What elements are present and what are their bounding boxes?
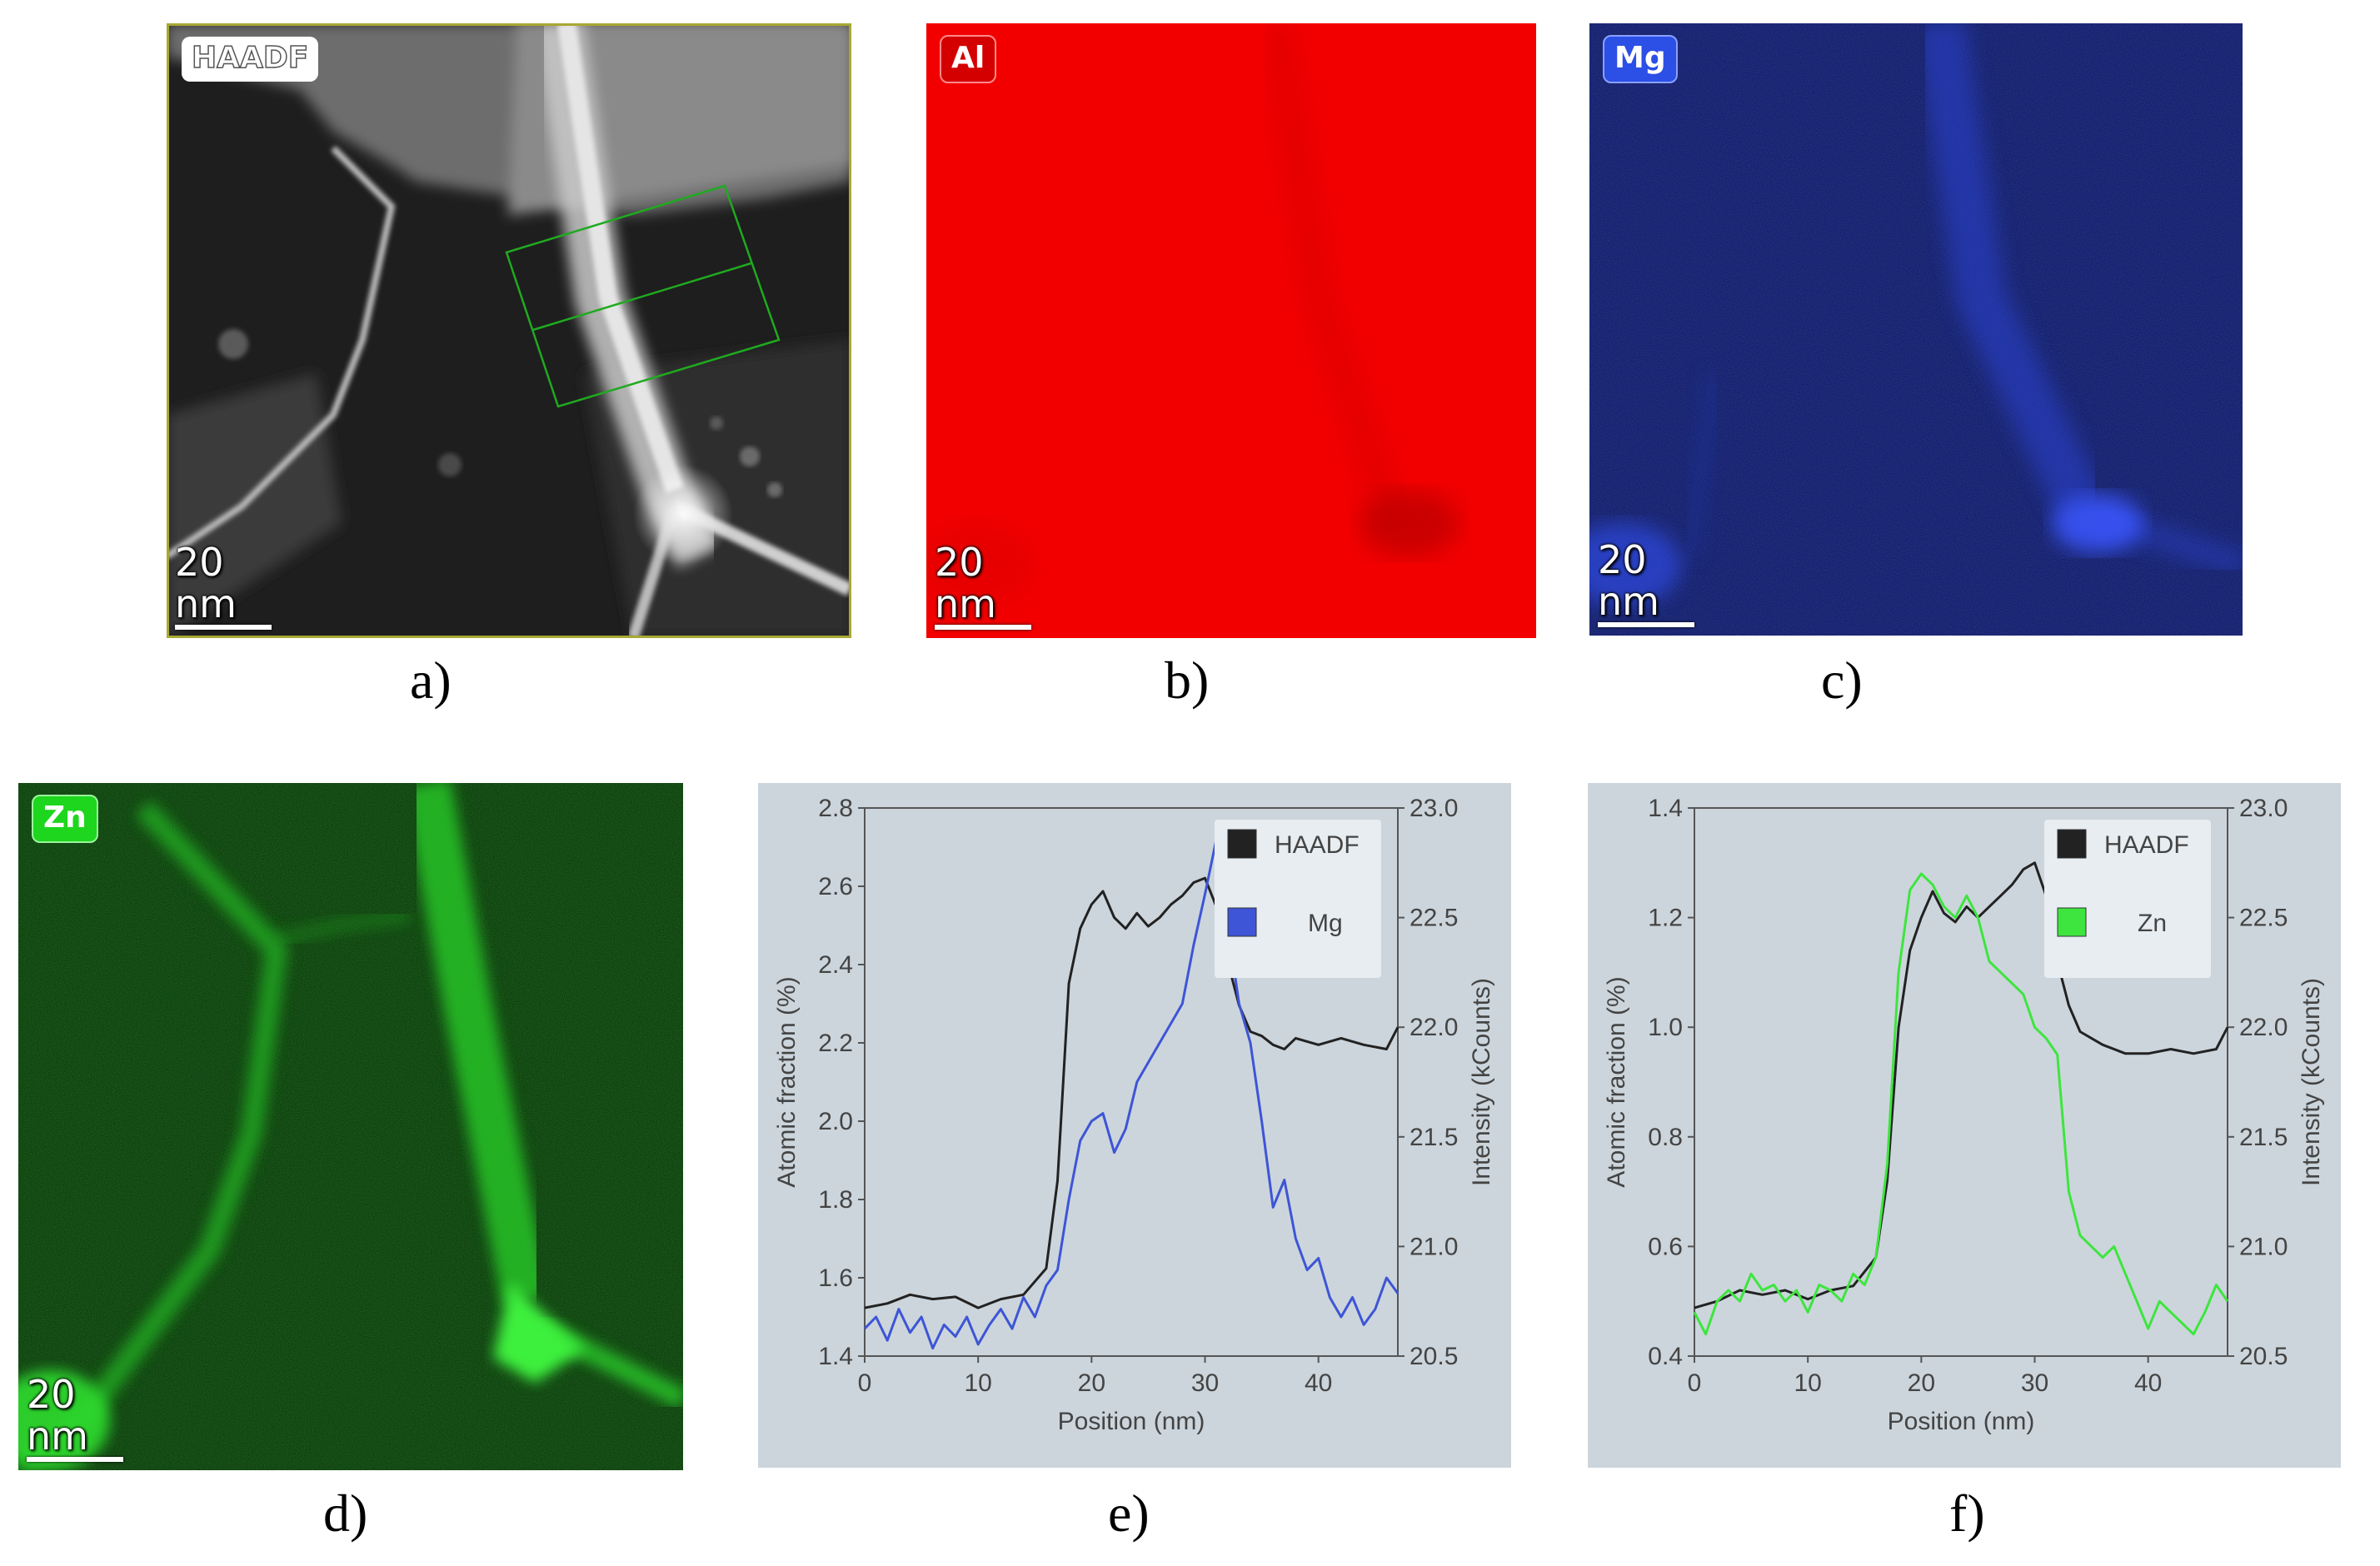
panel-b-channel-tag: Al (940, 35, 997, 83)
panel-e-line-profile: 0 10 20 30 40 1.4 1.6 1.8 2.0 2.2 2.4 2.6 2.8 20.5 21.… (758, 783, 1511, 1468)
x-tick-label: 10 (964, 1369, 991, 1397)
y-left-tick-label: 1.4 (818, 1343, 853, 1370)
y-left-tick-label: 0.8 (1648, 1124, 1683, 1151)
legend-swatch-zn (2057, 907, 2087, 937)
y-right-tick-label: 20.5 (2239, 1343, 2288, 1370)
panel-b-label: b) (1165, 651, 1210, 710)
plot-frame (1694, 807, 2228, 1357)
x-tick-label: 20 (1908, 1369, 1935, 1397)
plot-frame (864, 807, 1399, 1357)
legend-swatch-mg (1227, 907, 1257, 937)
panel-c-mg-map: Mg 20 nm (1589, 23, 2243, 636)
x-tick-label: 30 (2021, 1369, 2048, 1397)
y-right-tick-label: 21.0 (1410, 1233, 1458, 1260)
x-tick-label: 0 (1688, 1369, 1702, 1397)
scale-bar-label: 20 nm (27, 1372, 88, 1459)
panel-d-label: d) (323, 1484, 368, 1543)
legend-label-haadf: HAADF (2104, 831, 2189, 859)
y-right-tick-label: 21.5 (1410, 1124, 1458, 1151)
panel-a-label: a) (410, 651, 452, 710)
y-right-axis-label: Intensity (kCounts) (1468, 978, 1495, 1186)
legend-label-zn: Zn (2138, 910, 2167, 937)
y-left-tick-label: 1.6 (818, 1264, 853, 1292)
x-axis-label: Position (nm) (1888, 1408, 2035, 1435)
x-axis-label: Position (nm) (1058, 1408, 1205, 1435)
legend-swatch-haadf (1227, 829, 1257, 859)
y-left-axis-label: Atomic fraction (%) (773, 976, 801, 1187)
y-left-axis-label: Atomic fraction (%) (1603, 976, 1630, 1187)
panel-f-line-profile: 0 10 20 30 40 0.4 0.6 0.8 1.0 1.2 1.4 20.5 21.0 21.5 2… (1588, 783, 2341, 1468)
chart-e-svg: 0 10 20 30 40 1.4 1.6 1.8 2.0 2.2 2.4 2.6 2.8 20.5 21.… (773, 795, 1495, 1435)
scale-bar-line (175, 625, 272, 630)
y-left-tick-label: 0.6 (1648, 1233, 1683, 1260)
y-left-tick-label: 2.4 (818, 951, 853, 979)
y-left-tick-label: 1.2 (1648, 905, 1683, 932)
legend-box (1215, 820, 1381, 978)
y-left-tick-label: 1.8 (818, 1186, 853, 1214)
al-elemental-map (926, 23, 1536, 638)
y-left-tick-label: 1.4 (1648, 795, 1683, 822)
x-tick-label: 20 (1078, 1369, 1105, 1397)
y-right-tick-label: 22.0 (1410, 1014, 1458, 1041)
panel-c-label: c) (1821, 651, 1863, 710)
y-right-tick-label: 22.5 (2239, 905, 2288, 932)
y-right-tick-label: 23.0 (2239, 795, 2288, 822)
y-right-tick-label: 22.5 (1410, 905, 1458, 932)
panel-a-scale-bar: 20 nm (175, 541, 275, 630)
y-left-tick-label: 1.0 (1648, 1014, 1683, 1041)
y-left-tick-label: 2.8 (818, 795, 853, 822)
x-tick-label: 40 (1305, 1369, 1332, 1397)
legend-swatch-haadf (2057, 829, 2087, 859)
panel-d-zn-map: Zn 20 nm (18, 783, 683, 1470)
zn-elemental-map (18, 783, 683, 1470)
chart-legend: HAADF Mg (1215, 820, 1381, 978)
panel-e-label: e) (1108, 1484, 1150, 1543)
chart-legend: HAADF Zn (2044, 820, 2211, 978)
scale-bar-label: 20 nm (1598, 537, 1659, 624)
x-tick-label: 0 (858, 1369, 872, 1397)
y-left-tick-label: 2.6 (818, 873, 853, 900)
haadf-micrograph (167, 23, 851, 638)
panel-c-channel-tag: Mg (1603, 35, 1678, 83)
y-left-tick-label: 2.0 (818, 1108, 853, 1135)
x-tick-label: 10 (1794, 1369, 1821, 1397)
x-tick-label: 40 (2134, 1369, 2162, 1397)
panel-b-scale-bar: 20 nm (935, 541, 1035, 630)
scale-bar-label: 20 nm (175, 540, 237, 626)
line-scan-region (505, 184, 781, 408)
y-right-tick-label: 23.0 (1410, 795, 1458, 822)
panel-f-label: f) (1949, 1484, 1985, 1543)
series-line-haadf (864, 876, 1400, 1309)
panel-a-channel-tag: HAADF (182, 37, 319, 82)
legend-box (2044, 820, 2211, 978)
panel-d-channel-tag: Zn (32, 795, 98, 843)
y-right-tick-label: 21.0 (2239, 1233, 2288, 1260)
panel-b-al-map: Al 20 nm (926, 23, 1536, 638)
y-left-tick-label: 0.4 (1648, 1343, 1683, 1370)
series-line-zn (1693, 872, 2229, 1336)
legend-label-mg: Mg (1308, 910, 1343, 937)
y-right-tick-label: 20.5 (1410, 1343, 1458, 1370)
chart-f-svg: 0 10 20 30 40 0.4 0.6 0.8 1.0 1.2 1.4 20.5 21.0 21.5 2… (1603, 795, 2325, 1435)
scale-bar-line (1598, 622, 1694, 627)
scale-bar-line (935, 625, 1031, 630)
panel-c-scale-bar: 20 nm (1598, 539, 1698, 627)
panel-d-scale-bar: 20 nm (27, 1374, 127, 1462)
y-right-tick-label: 21.5 (2239, 1124, 2288, 1151)
y-right-tick-label: 22.0 (2239, 1014, 2288, 1041)
series-line-mg (863, 838, 1400, 1350)
mg-elemental-map (1589, 23, 2243, 636)
panel-a-haadf-image: HAADF 20 nm (167, 23, 851, 638)
legend-label-haadf: HAADF (1275, 831, 1360, 859)
y-right-axis-label: Intensity (kCounts) (2298, 978, 2325, 1186)
scale-bar-label: 20 nm (935, 540, 996, 626)
scale-bar-line (27, 1457, 123, 1462)
y-left-tick-label: 2.2 (818, 1030, 853, 1057)
x-tick-label: 30 (1191, 1369, 1219, 1397)
